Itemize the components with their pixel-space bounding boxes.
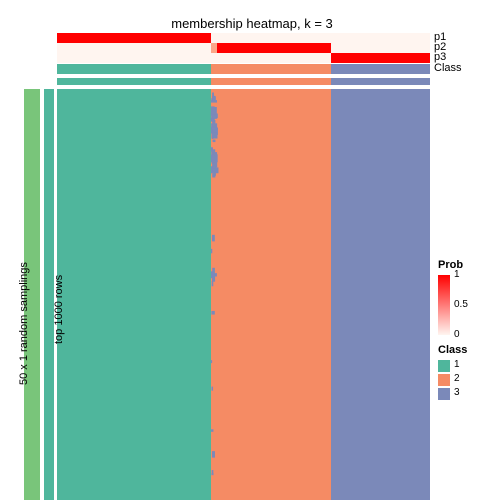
pre-heat-strip xyxy=(57,78,430,85)
p3-row xyxy=(57,53,430,63)
heatmap-figure: membership heatmap, k = 3 p1 p2 p3 Class… xyxy=(0,0,504,504)
boundary-noise xyxy=(57,89,430,500)
legend-class-swatch xyxy=(438,374,450,386)
legend-class-title: Class xyxy=(438,344,467,356)
legend-class-label: 1 xyxy=(454,359,460,370)
legend-prob-gradient xyxy=(438,275,450,335)
p2-row xyxy=(57,43,430,53)
legend-class-label: 3 xyxy=(454,387,460,398)
chart-title: membership heatmap, k = 3 xyxy=(0,16,504,31)
legend-prob-tick: 0.5 xyxy=(454,299,468,310)
legend-prob-tick: 1 xyxy=(454,269,460,280)
sampling-label: 50 x 1 random samplings xyxy=(18,262,30,385)
rows-label: top 1000 rows xyxy=(53,275,65,344)
legend-prob-tick: 0 xyxy=(454,329,460,340)
legend-class-swatch xyxy=(438,388,450,400)
class-row xyxy=(57,64,430,74)
class-label: Class xyxy=(434,62,462,74)
legend-class-label: 2 xyxy=(454,373,460,384)
legend-class-swatch xyxy=(438,360,450,372)
p1-row xyxy=(57,33,430,43)
